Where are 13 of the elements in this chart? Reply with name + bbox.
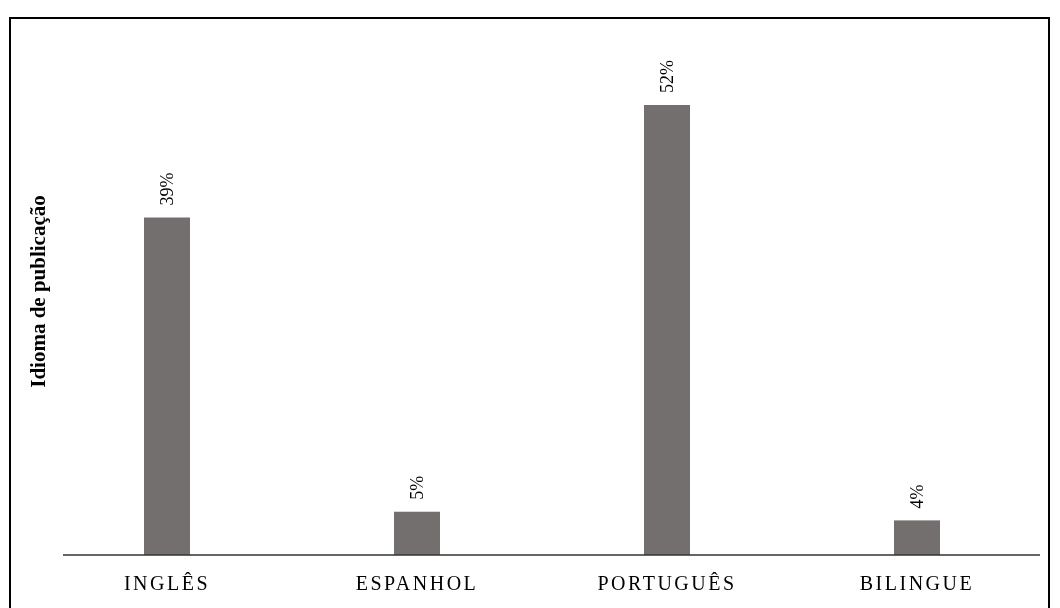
bar (894, 520, 940, 555)
bar (394, 511, 440, 555)
x-tick-label: ESPANHOL (355, 572, 479, 594)
x-tick-label: INGLÊS (123, 572, 211, 594)
data-label: 4% (907, 484, 927, 509)
data-label: 5% (407, 475, 427, 500)
data-label: 52% (657, 60, 677, 93)
bar (644, 105, 690, 555)
y-axis-title: Idioma de publicação (26, 195, 50, 388)
bar (144, 217, 190, 555)
x-tick-label: PORTUGUÊS (597, 572, 737, 594)
data-label: 39% (157, 172, 177, 206)
x-tick-label: BILINGUE (859, 572, 975, 594)
